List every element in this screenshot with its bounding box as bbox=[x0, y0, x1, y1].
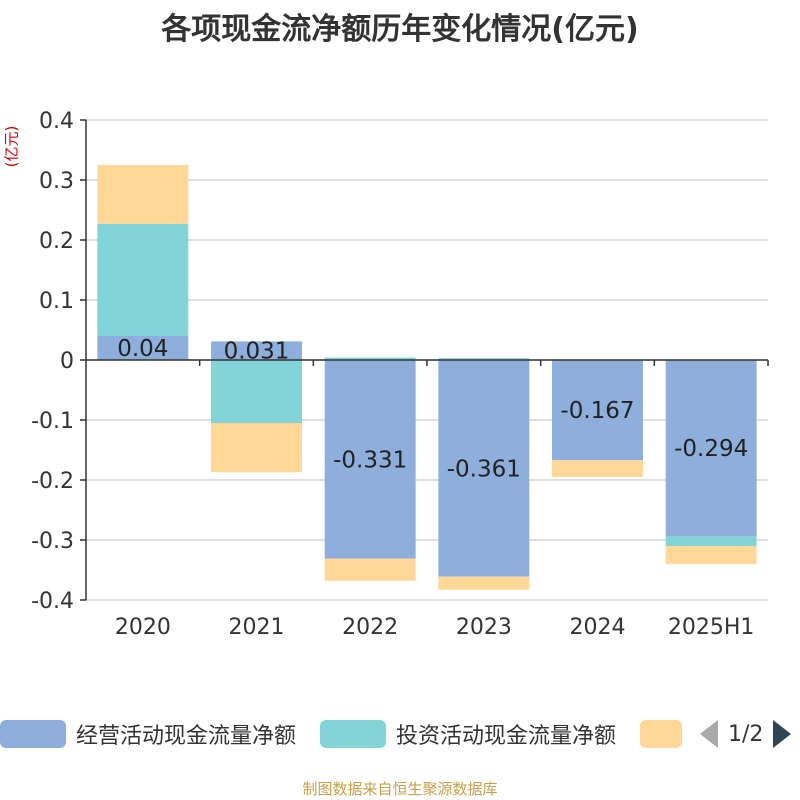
legend-label-investing: 投资活动现金流量净额 bbox=[396, 724, 617, 749]
legend-item-third[interactable] bbox=[640, 714, 682, 754]
legend-item-investing[interactable]: 投资活动现金流量净额 bbox=[320, 714, 616, 754]
legend-label-operating: 经营活动现金流量净额 bbox=[76, 724, 297, 749]
bar-2020-series-2 bbox=[97, 165, 189, 224]
data-label: -0.331 bbox=[333, 447, 407, 473]
y-tick-label: -0.2 bbox=[31, 469, 74, 494]
legend-page-indicator: 1/2 bbox=[728, 721, 764, 747]
chart-title: 各项现金流净额历年变化情况(亿元) bbox=[161, 12, 639, 47]
bar-2020-series-0 bbox=[97, 336, 189, 360]
bar-2023-series-2 bbox=[438, 576, 530, 590]
x-tick-label: 2020 bbox=[115, 615, 171, 640]
legend-pager: 1/2 bbox=[700, 714, 792, 754]
legend-swatch-operating bbox=[0, 720, 66, 748]
legend-item-operating[interactable]: 经营活动现金流量净额 bbox=[0, 714, 296, 754]
legend-swatch-investing bbox=[320, 720, 386, 748]
y-tick-label: -0.4 bbox=[31, 589, 74, 614]
bar-2021-series-0 bbox=[211, 341, 302, 360]
bar-2024-series-2 bbox=[552, 460, 643, 477]
data-label: -0.167 bbox=[560, 398, 634, 424]
bar-2023-series-1 bbox=[438, 358, 530, 360]
source-note: 制图数据来自恒生聚源数据库 bbox=[302, 780, 498, 798]
y-tick-label: 0.3 bbox=[39, 169, 74, 194]
bar-2020-series-1 bbox=[97, 223, 189, 336]
bar-2023-series-0 bbox=[438, 360, 530, 577]
x-tick-label: 2022 bbox=[342, 615, 398, 640]
chart-plot: 0.4 0.3 0.2 0.1 0 -0.1 -0.2 -0.3 -0.4 2020 2021 202… bbox=[31, 109, 769, 640]
data-label: 0.031 bbox=[224, 339, 290, 365]
bar-2025H1-series-2 bbox=[665, 546, 757, 564]
y-tick-label: 0 bbox=[60, 349, 74, 374]
bar-2021-series-1 bbox=[211, 360, 302, 423]
bar-2022-series-1 bbox=[324, 357, 416, 360]
x-tick-label: 2021 bbox=[229, 615, 285, 640]
legend-next-icon[interactable] bbox=[773, 720, 792, 748]
y-tick-label: -0.3 bbox=[31, 529, 74, 554]
y-tick-label: 0.4 bbox=[39, 109, 74, 134]
legend-prev-icon[interactable] bbox=[700, 720, 718, 748]
bar-2021-series-2 bbox=[211, 423, 302, 473]
y-tick-label: 0.2 bbox=[39, 229, 74, 254]
bar-2025H1-series-0 bbox=[665, 360, 757, 537]
y-tick-label: -0.1 bbox=[31, 409, 74, 434]
bar-2024-series-0 bbox=[552, 360, 643, 461]
legend: 经营活动现金流量净额 投资活动现金流量净额 1/2 bbox=[0, 714, 800, 754]
bar-2022-series-0 bbox=[324, 360, 416, 559]
bar-2022-series-2 bbox=[324, 558, 416, 581]
data-label: 0.04 bbox=[117, 336, 168, 362]
x-tick-label: 2024 bbox=[570, 615, 626, 640]
legend-swatch-third bbox=[640, 720, 682, 748]
bar-2025H1-series-1 bbox=[665, 536, 757, 546]
data-label: -0.361 bbox=[447, 456, 521, 482]
y-tick-label: 0.1 bbox=[39, 289, 74, 314]
x-tick-label: 2025H1 bbox=[668, 615, 755, 640]
data-label: -0.294 bbox=[674, 436, 748, 462]
x-tick-label: 2023 bbox=[456, 615, 512, 640]
